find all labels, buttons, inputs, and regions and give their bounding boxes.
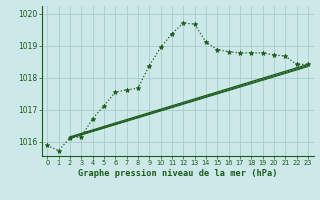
- X-axis label: Graphe pression niveau de la mer (hPa): Graphe pression niveau de la mer (hPa): [78, 169, 277, 178]
